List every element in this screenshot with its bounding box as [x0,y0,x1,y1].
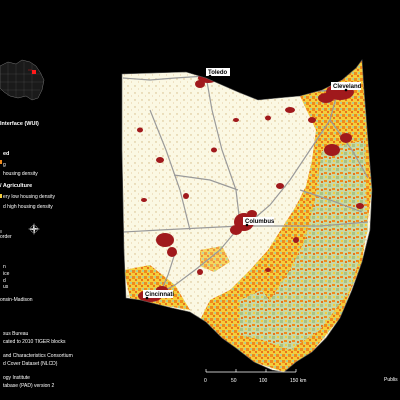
toledo-label-bg [206,68,230,76]
legend-swatches [0,160,2,233]
legend-misc-line-4: us [3,284,9,290]
toledo-marker [208,74,212,78]
cincinnati-label-bg [143,290,173,298]
legend-swatch-ag [0,194,2,198]
cincinnati-marker [145,296,149,300]
state-border [121,59,373,373]
locator-ohio-highlight [32,70,36,74]
compass-rose-icon [28,223,40,235]
legend-source-2: cated to 2010 TIGER blocks [3,339,66,345]
columbus-marker [245,223,249,227]
legend-source-5: ogy Institute [3,375,30,381]
locator-map [0,59,45,101]
ohio-landcover [122,60,372,372]
legend-source-4: d Cover Dataset (NLCD) [3,361,58,367]
cleveland-marker [344,88,348,92]
scale-tick-100: 100 [259,378,268,384]
columbus-label-bg [243,217,274,225]
legend-misc-line-3: d [3,278,6,284]
legend-source-3: and Characteristics Consortium [3,353,73,359]
scale-bar: 0 50 100 150 km [204,369,306,384]
city-label-cleveland: Cleveland [333,84,362,90]
legend-source-6: tabase (PAD) version 2 [3,383,55,389]
scale-tick-0: 0 [204,378,207,384]
legend-misc-line-1: n [3,264,6,270]
legend-mixed-line-1: g [3,162,6,168]
city-labels: Toledo Cleveland Columbus Cincinnati [143,68,362,300]
legend-university: onsin-Madison [0,297,33,303]
legend-mixed-line-2: housing density [3,171,38,177]
publisher-credit: Publis [384,377,398,383]
city-label-columbus: Columbus [245,219,275,225]
legend-source-1: sus Bureau [3,331,29,337]
legend-misc-line-2: ice [3,271,10,277]
city-label-toledo: Toledo [208,70,228,76]
legend-swatch-border [0,230,2,233]
scale-tick-150: 150 km [290,378,306,384]
legend-swatch-mixed [0,160,2,164]
legend-title: Interface (WUI) [0,121,39,127]
legend-mixed-heading: ed [3,151,10,157]
legend-ag-line-2: d high housing density [3,204,53,210]
legend-ag-line-1: ery low housing density [3,194,55,200]
legend-ag-heading: / Agriculture [0,183,33,189]
scale-tick-50: 50 [231,378,237,384]
cleveland-label-bg [331,82,361,90]
legend-border-label: order [0,234,12,240]
city-label-cincinnati: Cincinnati [145,292,174,298]
